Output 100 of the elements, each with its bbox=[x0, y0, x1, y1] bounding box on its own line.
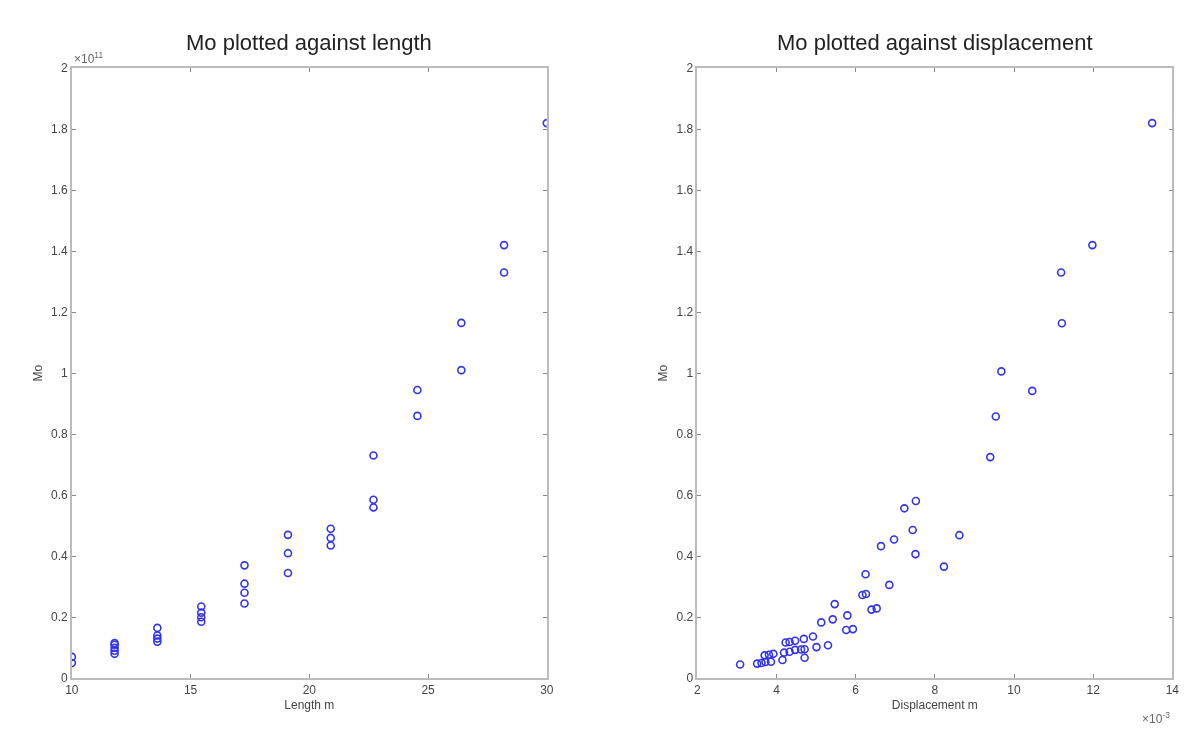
point bbox=[196, 608, 206, 617]
point bbox=[760, 651, 769, 660]
point bbox=[841, 625, 851, 635]
point bbox=[799, 634, 809, 644]
point bbox=[196, 612, 206, 622]
point bbox=[240, 579, 249, 588]
point bbox=[240, 588, 249, 598]
y-axis-title: Mo bbox=[656, 364, 671, 382]
point bbox=[769, 649, 778, 659]
point bbox=[800, 653, 809, 663]
point bbox=[781, 638, 790, 647]
y-tick-label: 1.8 bbox=[676, 122, 694, 137]
y-tick-label: 0.8 bbox=[676, 427, 694, 442]
point bbox=[499, 268, 509, 277]
x-tick-label: 12 bbox=[1086, 683, 1101, 698]
point bbox=[997, 367, 1006, 376]
y-tick-label: 0.6 bbox=[51, 488, 69, 503]
point bbox=[752, 659, 762, 668]
x-tick-label: 25 bbox=[421, 683, 436, 698]
point bbox=[816, 618, 826, 627]
point bbox=[843, 611, 852, 620]
point bbox=[785, 647, 794, 656]
point bbox=[785, 637, 794, 647]
y-tick-label: 1.4 bbox=[51, 244, 69, 259]
point bbox=[1147, 118, 1157, 128]
point bbox=[885, 580, 894, 590]
y-tick-label: 1 bbox=[686, 366, 694, 381]
y-tick-label: 0.2 bbox=[51, 610, 69, 625]
point bbox=[861, 589, 871, 599]
point bbox=[796, 645, 806, 654]
point bbox=[876, 541, 886, 551]
x-tick-label: 20 bbox=[302, 683, 317, 698]
point bbox=[790, 636, 800, 646]
point bbox=[1027, 386, 1037, 396]
x-tick-label: 6 bbox=[852, 683, 860, 698]
x-tick-label: 8 bbox=[931, 683, 939, 698]
point bbox=[858, 590, 867, 600]
point bbox=[778, 655, 787, 665]
point bbox=[911, 496, 921, 506]
y-tick-label: 0.4 bbox=[51, 549, 69, 564]
point bbox=[240, 561, 249, 570]
point bbox=[413, 385, 422, 395]
y-tick-label: 1.6 bbox=[676, 183, 694, 198]
point bbox=[153, 637, 162, 646]
point bbox=[939, 562, 949, 571]
text: ×10$^{-3}$ bbox=[1142, 710, 1171, 727]
point bbox=[283, 548, 293, 558]
point bbox=[955, 530, 964, 540]
point bbox=[369, 495, 378, 505]
point bbox=[1056, 268, 1066, 277]
point bbox=[283, 530, 293, 540]
chart-title: Mo plotted against length bbox=[186, 30, 432, 55]
point bbox=[766, 657, 776, 667]
point bbox=[830, 599, 840, 609]
point bbox=[889, 535, 899, 544]
y-tick-label: 0 bbox=[686, 671, 694, 686]
point bbox=[985, 452, 995, 462]
point bbox=[900, 504, 909, 513]
point bbox=[1057, 318, 1067, 328]
x-axis-title: Length m bbox=[284, 697, 335, 712]
y-tick-label: 1.4 bbox=[676, 244, 694, 259]
y-tick-label: 0.2 bbox=[676, 610, 694, 625]
point bbox=[110, 646, 119, 656]
y-tick-label: 0 bbox=[61, 671, 69, 686]
x-tick-label: 10 bbox=[1007, 683, 1022, 698]
point bbox=[413, 411, 422, 421]
point bbox=[800, 644, 809, 654]
point bbox=[457, 365, 466, 375]
point bbox=[808, 632, 818, 641]
x-tick-label: 10 bbox=[65, 683, 79, 698]
point bbox=[790, 645, 800, 655]
point bbox=[196, 602, 206, 611]
y-tick-label: 1.2 bbox=[51, 305, 69, 320]
x-tick-label: 4 bbox=[773, 683, 781, 698]
point bbox=[196, 617, 206, 627]
point bbox=[153, 631, 162, 640]
y-tick-label: 1.2 bbox=[676, 305, 694, 320]
x-tick-label: 15 bbox=[183, 683, 198, 698]
y-tick-label: 1.8 bbox=[51, 122, 69, 137]
point bbox=[110, 649, 119, 659]
y-tick-label: 2 bbox=[686, 61, 694, 76]
y-tick-label: 0.6 bbox=[676, 488, 694, 503]
point bbox=[369, 503, 378, 512]
point bbox=[326, 533, 336, 543]
point bbox=[110, 643, 119, 653]
point bbox=[1088, 240, 1097, 250]
point bbox=[779, 648, 789, 657]
point bbox=[761, 657, 770, 667]
x-axis-title: Displacement m bbox=[891, 697, 978, 712]
point bbox=[326, 541, 336, 550]
point bbox=[457, 318, 466, 328]
x-tick-label: 14 bbox=[1165, 683, 1180, 698]
point bbox=[872, 604, 881, 613]
point bbox=[369, 451, 378, 460]
point bbox=[326, 524, 336, 534]
point bbox=[911, 549, 920, 559]
point bbox=[867, 605, 876, 614]
text: ×10$^{11}$ bbox=[74, 50, 104, 67]
y-tick-label: 1.6 bbox=[51, 183, 69, 198]
chart-title: Mo plotted against displacement bbox=[777, 30, 1093, 55]
